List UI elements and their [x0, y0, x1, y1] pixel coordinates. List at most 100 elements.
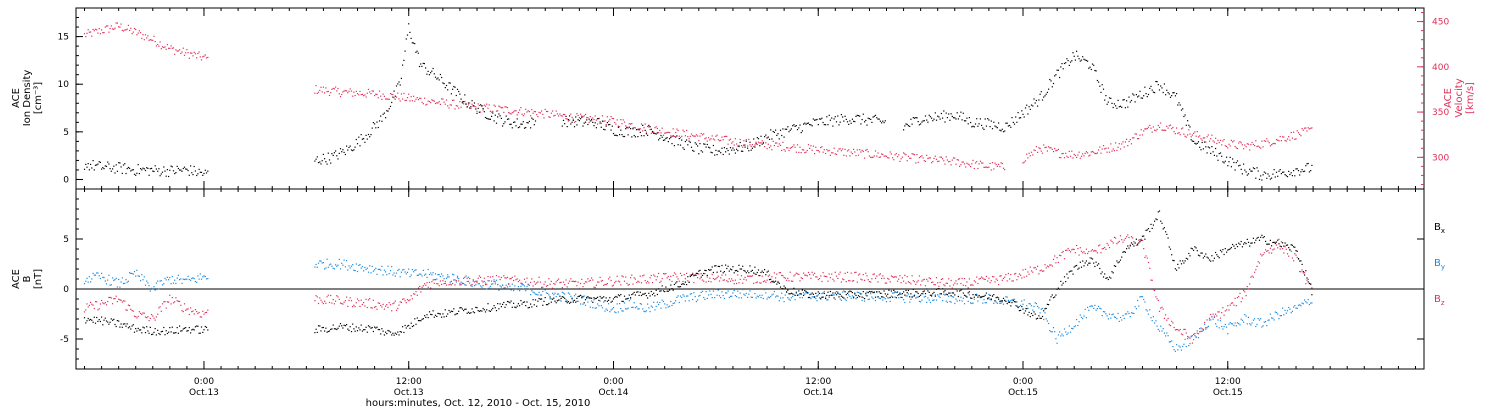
point-density — [733, 149, 735, 151]
point-by — [1240, 318, 1242, 320]
point-density — [651, 130, 654, 133]
point-density — [712, 144, 714, 147]
point-by — [386, 274, 388, 276]
point-velocity — [382, 93, 384, 95]
point-velocity — [1123, 146, 1125, 148]
point-bx — [861, 296, 863, 298]
point-density — [1004, 130, 1006, 132]
point-velocity — [599, 122, 601, 125]
point-density — [1052, 82, 1055, 85]
point-bx — [1121, 256, 1123, 258]
point-density — [783, 136, 785, 138]
point-bx — [349, 326, 351, 328]
point-by — [729, 295, 732, 297]
point-bx — [436, 315, 438, 317]
point-density — [609, 123, 611, 126]
point-bz — [882, 275, 884, 277]
point-density — [349, 145, 351, 147]
point-bz — [365, 298, 367, 300]
point-density — [1195, 143, 1197, 145]
point-bz — [172, 302, 175, 304]
point-velocity — [796, 144, 799, 146]
point-density — [530, 127, 532, 129]
point-by — [1268, 319, 1270, 321]
point-bz — [147, 316, 149, 318]
point-density — [502, 125, 504, 127]
point-bx — [1154, 220, 1156, 222]
point-velocity — [508, 112, 510, 114]
point-bx — [1252, 237, 1254, 239]
point-density — [388, 108, 390, 110]
point-bx — [603, 296, 605, 298]
point-bz — [1009, 278, 1011, 280]
point-bx — [933, 291, 935, 293]
point-by — [392, 274, 394, 276]
point-bz — [341, 302, 343, 305]
point-density — [1078, 58, 1080, 60]
point-bz — [330, 294, 332, 297]
point-velocity — [573, 121, 576, 123]
point-bx — [157, 329, 159, 331]
point-bx — [1094, 265, 1096, 268]
point-density — [475, 108, 477, 110]
point-density — [833, 118, 835, 120]
point-bz — [476, 281, 478, 283]
point-by — [1222, 328, 1224, 330]
point-by — [792, 295, 794, 297]
point-density — [604, 129, 606, 131]
point-density — [1256, 167, 1258, 169]
point-bz — [382, 303, 384, 305]
point-density — [1128, 96, 1130, 98]
point-bz — [1006, 280, 1008, 282]
point-bz — [432, 279, 434, 281]
point-bx — [609, 297, 611, 299]
point-velocity — [1111, 150, 1113, 152]
point-density — [348, 146, 350, 149]
point-bz — [454, 284, 456, 286]
point-bx — [174, 332, 176, 334]
point-by — [806, 292, 808, 294]
point-bz — [710, 281, 712, 283]
point-bx — [376, 326, 378, 328]
point-bz — [1145, 255, 1147, 257]
point-velocity — [1202, 137, 1204, 139]
point-by — [164, 277, 166, 279]
point-velocity — [871, 156, 873, 159]
point-velocity — [698, 140, 700, 142]
point-velocity — [714, 139, 716, 141]
point-velocity — [426, 103, 428, 105]
point-density — [525, 127, 527, 129]
point-bz — [1129, 244, 1131, 246]
point-by — [511, 283, 513, 285]
point-velocity — [616, 119, 618, 121]
point-velocity — [137, 32, 139, 34]
point-bx — [521, 303, 523, 305]
point-by — [589, 306, 591, 308]
point-density — [1210, 152, 1212, 154]
point-bx — [628, 294, 630, 296]
point-density — [363, 138, 365, 140]
point-velocity — [951, 159, 953, 161]
point-velocity — [1286, 138, 1289, 140]
point-bz — [1197, 333, 1200, 335]
point-bz — [181, 310, 183, 312]
point-density — [1035, 99, 1037, 102]
point-bx — [1046, 303, 1048, 305]
point-density — [781, 134, 783, 137]
point-density — [1112, 106, 1114, 109]
point-velocity — [181, 51, 183, 53]
point-bx — [697, 272, 699, 275]
point-bx — [927, 290, 929, 292]
point-by — [1126, 313, 1128, 315]
point-bx — [990, 299, 992, 301]
point-bx — [383, 334, 385, 336]
point-bz — [864, 279, 866, 281]
point-velocity — [155, 45, 157, 47]
point-bz — [922, 279, 924, 281]
point-bz — [1154, 289, 1156, 292]
point-density — [1278, 170, 1280, 172]
point-bx — [464, 308, 466, 310]
point-bx — [1133, 245, 1135, 247]
point-bx — [175, 332, 177, 334]
point-bz — [827, 280, 829, 282]
